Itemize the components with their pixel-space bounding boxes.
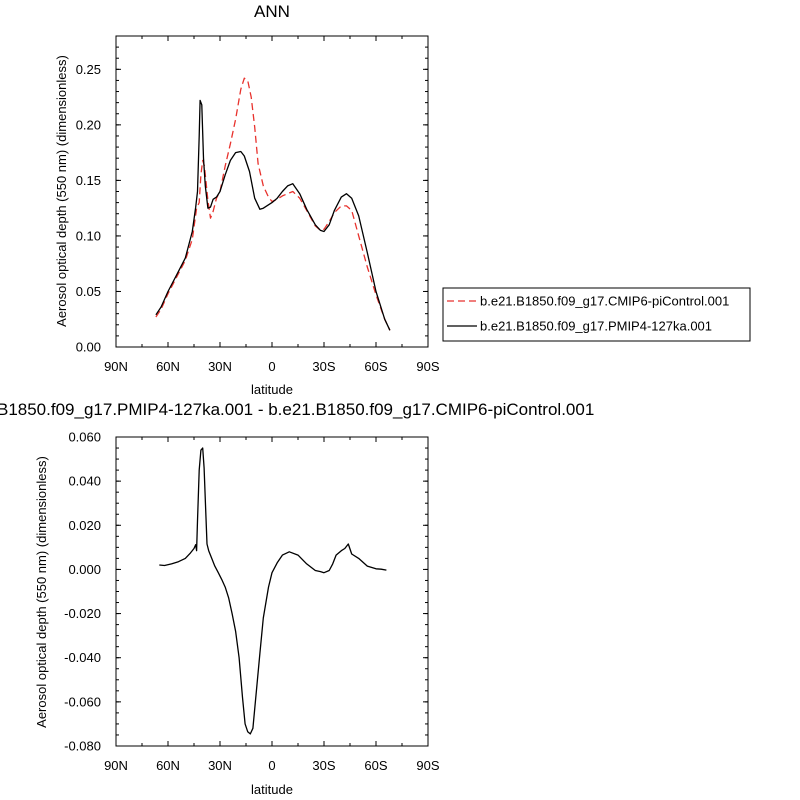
top-y-tick-label: 0.05 (76, 284, 101, 299)
bottom-y-tick-label: -0.060 (64, 694, 101, 709)
bottom-y-tick-label: -0.040 (64, 650, 101, 665)
bottom-x-tick-label: 30S (312, 758, 335, 773)
top-plot-frame (115, 35, 429, 348)
top-y-tick-label: 0.00 (76, 340, 101, 355)
bottom-y-tick-label: -0.080 (64, 739, 101, 754)
top-x-tick-label: 30S (312, 359, 335, 374)
bottom-x-tick-label: 60N (156, 758, 180, 773)
bottom-x-tick-label: 60S (364, 758, 387, 773)
top-panel: ANN 90N 60N 30N 0 30S 60S 90S 0.00 0.05 0.10 0.15 0… (54, 2, 751, 397)
top-x-tick-label: 60S (364, 359, 387, 374)
bottom-panel: b.e21.B1850.f09_g17.PMIP4-127ka.001 - b.… (0, 400, 594, 797)
bottom-tick-group: 90N 60N 30N 0 30S 60S 90S -0.080 -0.060 -0.040 -0.… (64, 430, 440, 774)
bottom-plot-frame (115, 436, 429, 747)
top-y-tick-label: 0.15 (76, 173, 101, 188)
legend-box (442, 287, 751, 342)
bottom-y-tick-label: -0.020 (64, 606, 101, 621)
top-x-tick-label: 90S (416, 359, 439, 374)
top-x-tick-label: 60N (156, 359, 180, 374)
legend-label-pmip4: b.e21.B1850.f09_g17.PMIP4-127ka.001 (480, 319, 712, 334)
bottom-y-tick-label: 0.020 (68, 518, 101, 533)
legend: b.e21.B1850.f09_g17.CMIP6-piControl.001 … (442, 287, 751, 342)
legend-label-picontrol: b.e21.B1850.f09_g17.CMIP6-piControl.001 (480, 294, 729, 309)
bottom-x-tick-label: 30N (208, 758, 232, 773)
top-tick-group: 90N 60N 30N 0 30S 60S 90S 0.00 0.05 0.10 0.15 0.20 0… (76, 35, 440, 374)
top-y-tick-label: 0.10 (76, 228, 101, 243)
top-y-axis-label: Aerosol optical depth (550 nm) (dimensio… (54, 55, 69, 327)
top-series-group (155, 77, 391, 331)
bottom-x-tick-label: 0 (268, 758, 275, 773)
bottom-series-group (159, 447, 387, 735)
bottom-y-tick-label: 0.000 (68, 562, 101, 577)
bottom-y-tick-label: 0.060 (68, 430, 101, 445)
top-x-tick-label: 90N (104, 359, 128, 374)
top-series-line-1 (155, 99, 391, 331)
top-x-tick-label: 0 (268, 359, 275, 374)
bottom-x-tick-label: 90N (104, 758, 128, 773)
bottom-panel-title: b.e21.B1850.f09_g17.PMIP4-127ka.001 - b.… (0, 400, 594, 419)
top-series-line-0 (155, 77, 391, 331)
bottom-y-tick-label: 0.040 (68, 474, 101, 489)
top-x-axis-label: latitude (251, 382, 293, 397)
top-y-tick-label: 0.25 (76, 62, 101, 77)
top-panel-title: ANN (254, 2, 290, 21)
bottom-x-tick-label: 90S (416, 758, 439, 773)
bottom-x-axis-label: latitude (251, 782, 293, 797)
bottom-y-axis-label: Aerosol optical depth (550 nm) (dimensio… (34, 456, 49, 728)
top-x-tick-label: 30N (208, 359, 232, 374)
top-y-tick-label: 0.20 (76, 117, 101, 132)
bottom-series-line-0 (159, 447, 387, 735)
